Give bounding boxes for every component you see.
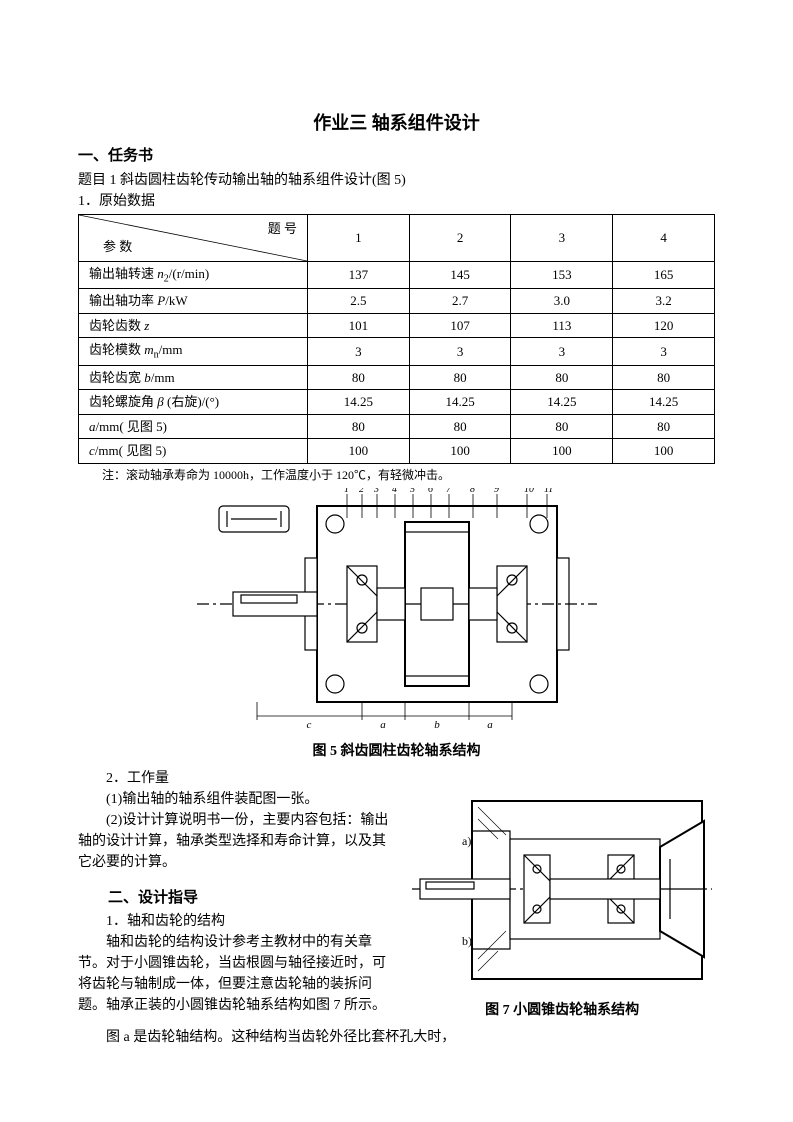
s2-para1: 轴和齿轮的结构设计参考主教材中的有关章节。对于小圆锥齿轮，当齿根圆与轴径接近时，… [78,932,397,1016]
callout-label: 5 [410,488,415,495]
param-value: 80 [613,365,715,390]
parameter-table: 题 号 参 数 1 2 3 4 输出轴转速 n2/(r/min)13714515… [78,214,715,464]
callout-label: 4 [392,488,397,495]
topic-line: 题目 1 斜齿圆柱齿轮传动输出轴的轴系组件设计(图 5) [78,170,715,191]
work-line-2: (2)设计计算说明书一份，主要内容包括：输出轴的设计计算，轴承类型选择和寿命计算… [78,810,397,873]
table-row: 输出轴功率 P/kW2.52.73.03.2 [79,289,715,314]
work-line-1: (1)输出轴的轴系组件装配图一张。 [78,789,397,810]
callout-label: 11 [544,488,553,495]
doc-title: 作业三 轴系组件设计 [78,110,715,137]
param-value: 2.5 [307,289,409,314]
param-value: 80 [307,365,409,390]
fig7-label-a: a) [462,834,471,848]
param-value: 3 [511,338,613,366]
fig7-label-b: b) [462,934,472,948]
header-diagonal-cell: 题 号 参 数 [79,214,308,261]
param-value: 100 [307,439,409,464]
figure-5: 1 2 3 4 5 6 7 8 9 10 11 c a b a [78,488,715,739]
col-header: 1 [307,214,409,261]
col-header: 3 [511,214,613,261]
param-value: 80 [307,414,409,439]
param-value: 100 [409,439,511,464]
col-header: 4 [613,214,715,261]
param-value: 153 [511,261,613,289]
table-row: 齿轮齿宽 b/mm80808080 [79,365,715,390]
callout-label: 6 [428,488,433,495]
param-value: 120 [613,313,715,338]
dimension-label: c [306,719,311,731]
table-row: a/mm( 见图 5)80808080 [79,414,715,439]
param-value: 3 [307,338,409,366]
header-bottom-label: 参 数 [103,237,132,257]
param-value: 80 [409,414,511,439]
param-value: 2.7 [409,289,511,314]
table-row: 输出轴转速 n2/(r/min)137145153165 [79,261,715,289]
section2-heading: 二、设计指导 [78,887,397,910]
s2-item1: 1．轴和齿轮的结构 [78,911,397,932]
dimension-label: b [434,719,440,731]
param-value: 14.25 [307,390,409,415]
param-value: 165 [613,261,715,289]
param-label: 输出轴功率 P/kW [79,289,308,314]
s1-item1: 1．原始数据 [78,191,715,212]
param-label: 齿轮模数 mn/mm [79,338,308,366]
page: 作业三 轴系组件设计 一、任务书 题目 1 斜齿圆柱齿轮传动输出轴的轴系组件设计… [0,0,793,1122]
param-value: 101 [307,313,409,338]
figure-5-caption: 图 5 斜齿圆柱齿轮轴系结构 [78,741,715,762]
param-label: a/mm( 见图 5) [79,414,308,439]
param-label: 齿轮齿数 z [79,313,308,338]
callout-label: 9 [494,488,499,495]
param-value: 14.25 [613,390,715,415]
callout-label: 2 [359,488,364,495]
param-value: 80 [511,365,613,390]
param-value: 107 [409,313,511,338]
table-header-row: 题 号 参 数 1 2 3 4 [79,214,715,261]
left-column: (1)输出轴的轴系组件装配图一张。 (2)设计计算说明书一份，主要内容包括：输出… [78,789,397,1017]
param-value: 3 [613,338,715,366]
param-label: 齿轮螺旋角 β (右旋)/(°) [79,390,308,415]
table-row: 齿轮齿数 z101107113120 [79,313,715,338]
param-value: 80 [613,414,715,439]
callout-label: 10 [524,488,534,495]
section1-heading: 一、任务书 [78,145,715,168]
param-value: 113 [511,313,613,338]
table-row: 齿轮螺旋角 β (右旋)/(°)14.2514.2514.2514.25 [79,390,715,415]
col-header: 2 [409,214,511,261]
callout-label: 8 [470,488,475,495]
param-label: 齿轮齿宽 b/mm [79,365,308,390]
dimension-label: a [487,719,493,731]
two-column-block: (1)输出轴的轴系组件装配图一张。 (2)设计计算说明书一份，主要内容包括：输出… [78,789,715,1027]
s2-para2: 图 a 是齿轮轴结构。这种结构当齿轮外径比套杯孔大时， [78,1027,715,1048]
param-value: 100 [613,439,715,464]
param-value: 3.0 [511,289,613,314]
table-row: c/mm( 见图 5)100100100100 [79,439,715,464]
right-column: a) b) 图 7 小圆锥齿轮轴系结构 [409,789,715,1027]
s1-item2: 2．工作量 [78,768,715,789]
param-value: 100 [511,439,613,464]
callout-label: 7 [446,488,452,495]
param-value: 14.25 [511,390,613,415]
param-label: 输出轴转速 n2/(r/min) [79,261,308,289]
bevel-gear-shaft-diagram-icon: a) b) [412,789,712,989]
dimension-label: a [380,719,386,731]
callout-label: 3 [373,488,379,495]
param-value: 137 [307,261,409,289]
param-value: 80 [409,365,511,390]
table-row: 齿轮模数 mn/mm3333 [79,338,715,366]
param-value: 145 [409,261,511,289]
table-note: 注：滚动轴承寿命为 10000h，工作温度小于 120℃，有轻微冲击。 [78,466,715,484]
param-value: 3 [409,338,511,366]
helical-gear-shaft-diagram-icon: 1 2 3 4 5 6 7 8 9 10 11 c a b a [197,488,597,732]
figure-7-caption: 图 7 小圆锥齿轮轴系结构 [409,1000,715,1021]
callout-label: 1 [344,488,349,495]
param-value: 80 [511,414,613,439]
header-top-label: 题 号 [268,219,297,239]
param-value: 14.25 [409,390,511,415]
param-value: 3.2 [613,289,715,314]
param-label: c/mm( 见图 5) [79,439,308,464]
